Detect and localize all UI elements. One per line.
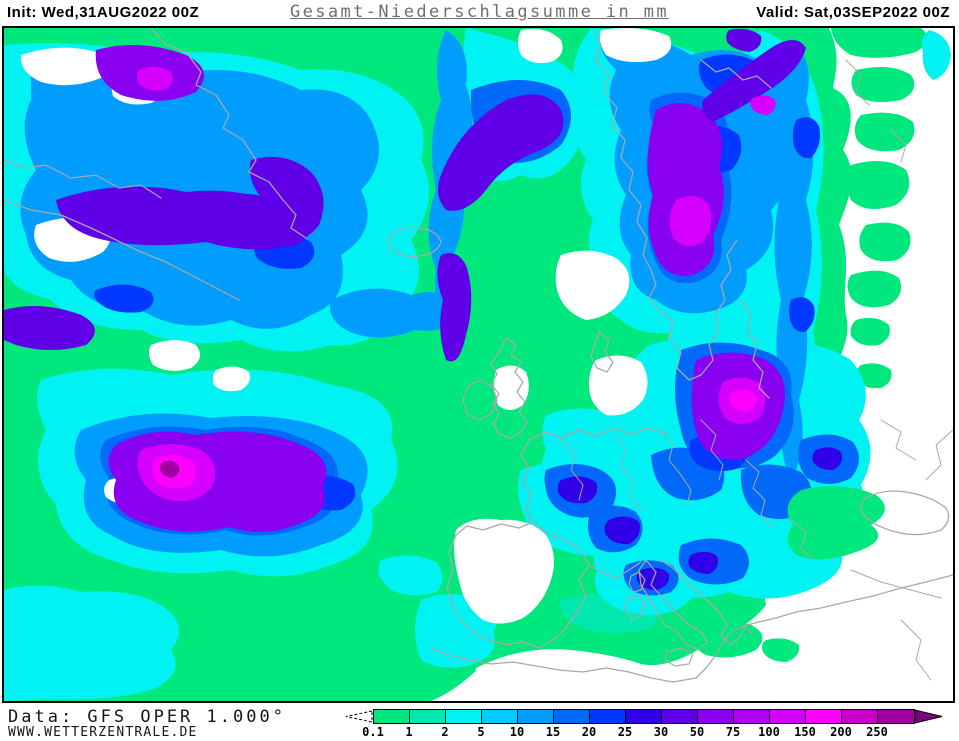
legend-box-30	[662, 710, 698, 723]
legend-tick-label: 15	[545, 725, 561, 739]
legend-tick-label: 0.1	[362, 725, 384, 739]
legend-tick-label: 10	[509, 725, 525, 739]
scandinavia-max-core	[669, 196, 712, 247]
legend-tick-label: 2	[441, 725, 449, 739]
legend-box-1	[410, 710, 446, 723]
legend-underflow-arrow	[345, 710, 373, 723]
init-time-label: Init: Wed,31AUG2022 00Z	[7, 4, 200, 21]
legend-tick-label: 100	[758, 725, 780, 739]
legend-ticks: 0.1 1 2 5 10 15 20 25 30 50 75 100 150 200 250	[341, 724, 943, 739]
legend-box-250	[878, 710, 914, 723]
legend-tick-label: 50	[689, 725, 705, 739]
legend-tick-label: 30	[653, 725, 669, 739]
precipitation-map-svg	[4, 28, 953, 701]
legend-box-200	[842, 710, 878, 723]
legend-tick-label: 75	[725, 725, 741, 739]
precip-layer-violet	[4, 28, 806, 533]
legend-box-150	[806, 710, 842, 723]
header: Init: Wed,31AUG2022 00Z Gesamt-Niedersch…	[0, 0, 959, 26]
carpathian-max-core	[729, 389, 757, 412]
data-source-label: Data: GFS OPER 1.000°	[8, 707, 286, 727]
legend-box-75	[734, 710, 770, 723]
legend: 0.1 1 2 5 10 15 20 25 30 50 75 100 150 200 250	[341, 709, 943, 739]
legend-tick-label: 150	[794, 725, 816, 739]
legend-box-50	[698, 710, 734, 723]
page-title: Gesamt-Niederschlagsumme in mm	[289, 2, 670, 22]
website-label: WWW.WETTERZENTRALE.DE	[8, 725, 198, 740]
precip-layer-magenta	[137, 66, 776, 502]
legend-tick-label: 250	[866, 725, 888, 739]
legend-tick-label: 5	[477, 725, 485, 739]
legend-box-2	[446, 710, 482, 723]
legend-bar-row	[341, 709, 943, 724]
legend-box-100	[770, 710, 806, 723]
legend-tick-label: 20	[581, 725, 597, 739]
legend-box-15	[554, 710, 590, 723]
weather-map	[2, 26, 955, 703]
valid-time-label: Valid: Sat,03SEP2022 00Z	[756, 4, 950, 21]
legend-bar	[373, 709, 915, 724]
legend-box-25	[626, 710, 662, 723]
dry-area-holes	[20, 28, 953, 701]
legend-tick-label: 200	[830, 725, 852, 739]
legend-tick-label: 25	[617, 725, 633, 739]
legend-box-20	[590, 710, 626, 723]
legend-box-10	[518, 710, 554, 723]
coastlines	[4, 28, 953, 683]
legend-box-0.1	[374, 710, 410, 723]
legend-overflow-arrow	[914, 709, 943, 724]
legend-box-5	[482, 710, 518, 723]
legend-tick-label: 1	[405, 725, 413, 739]
footer: Data: GFS OPER 1.000° WWW.WETTERZENTRALE…	[0, 703, 959, 741]
